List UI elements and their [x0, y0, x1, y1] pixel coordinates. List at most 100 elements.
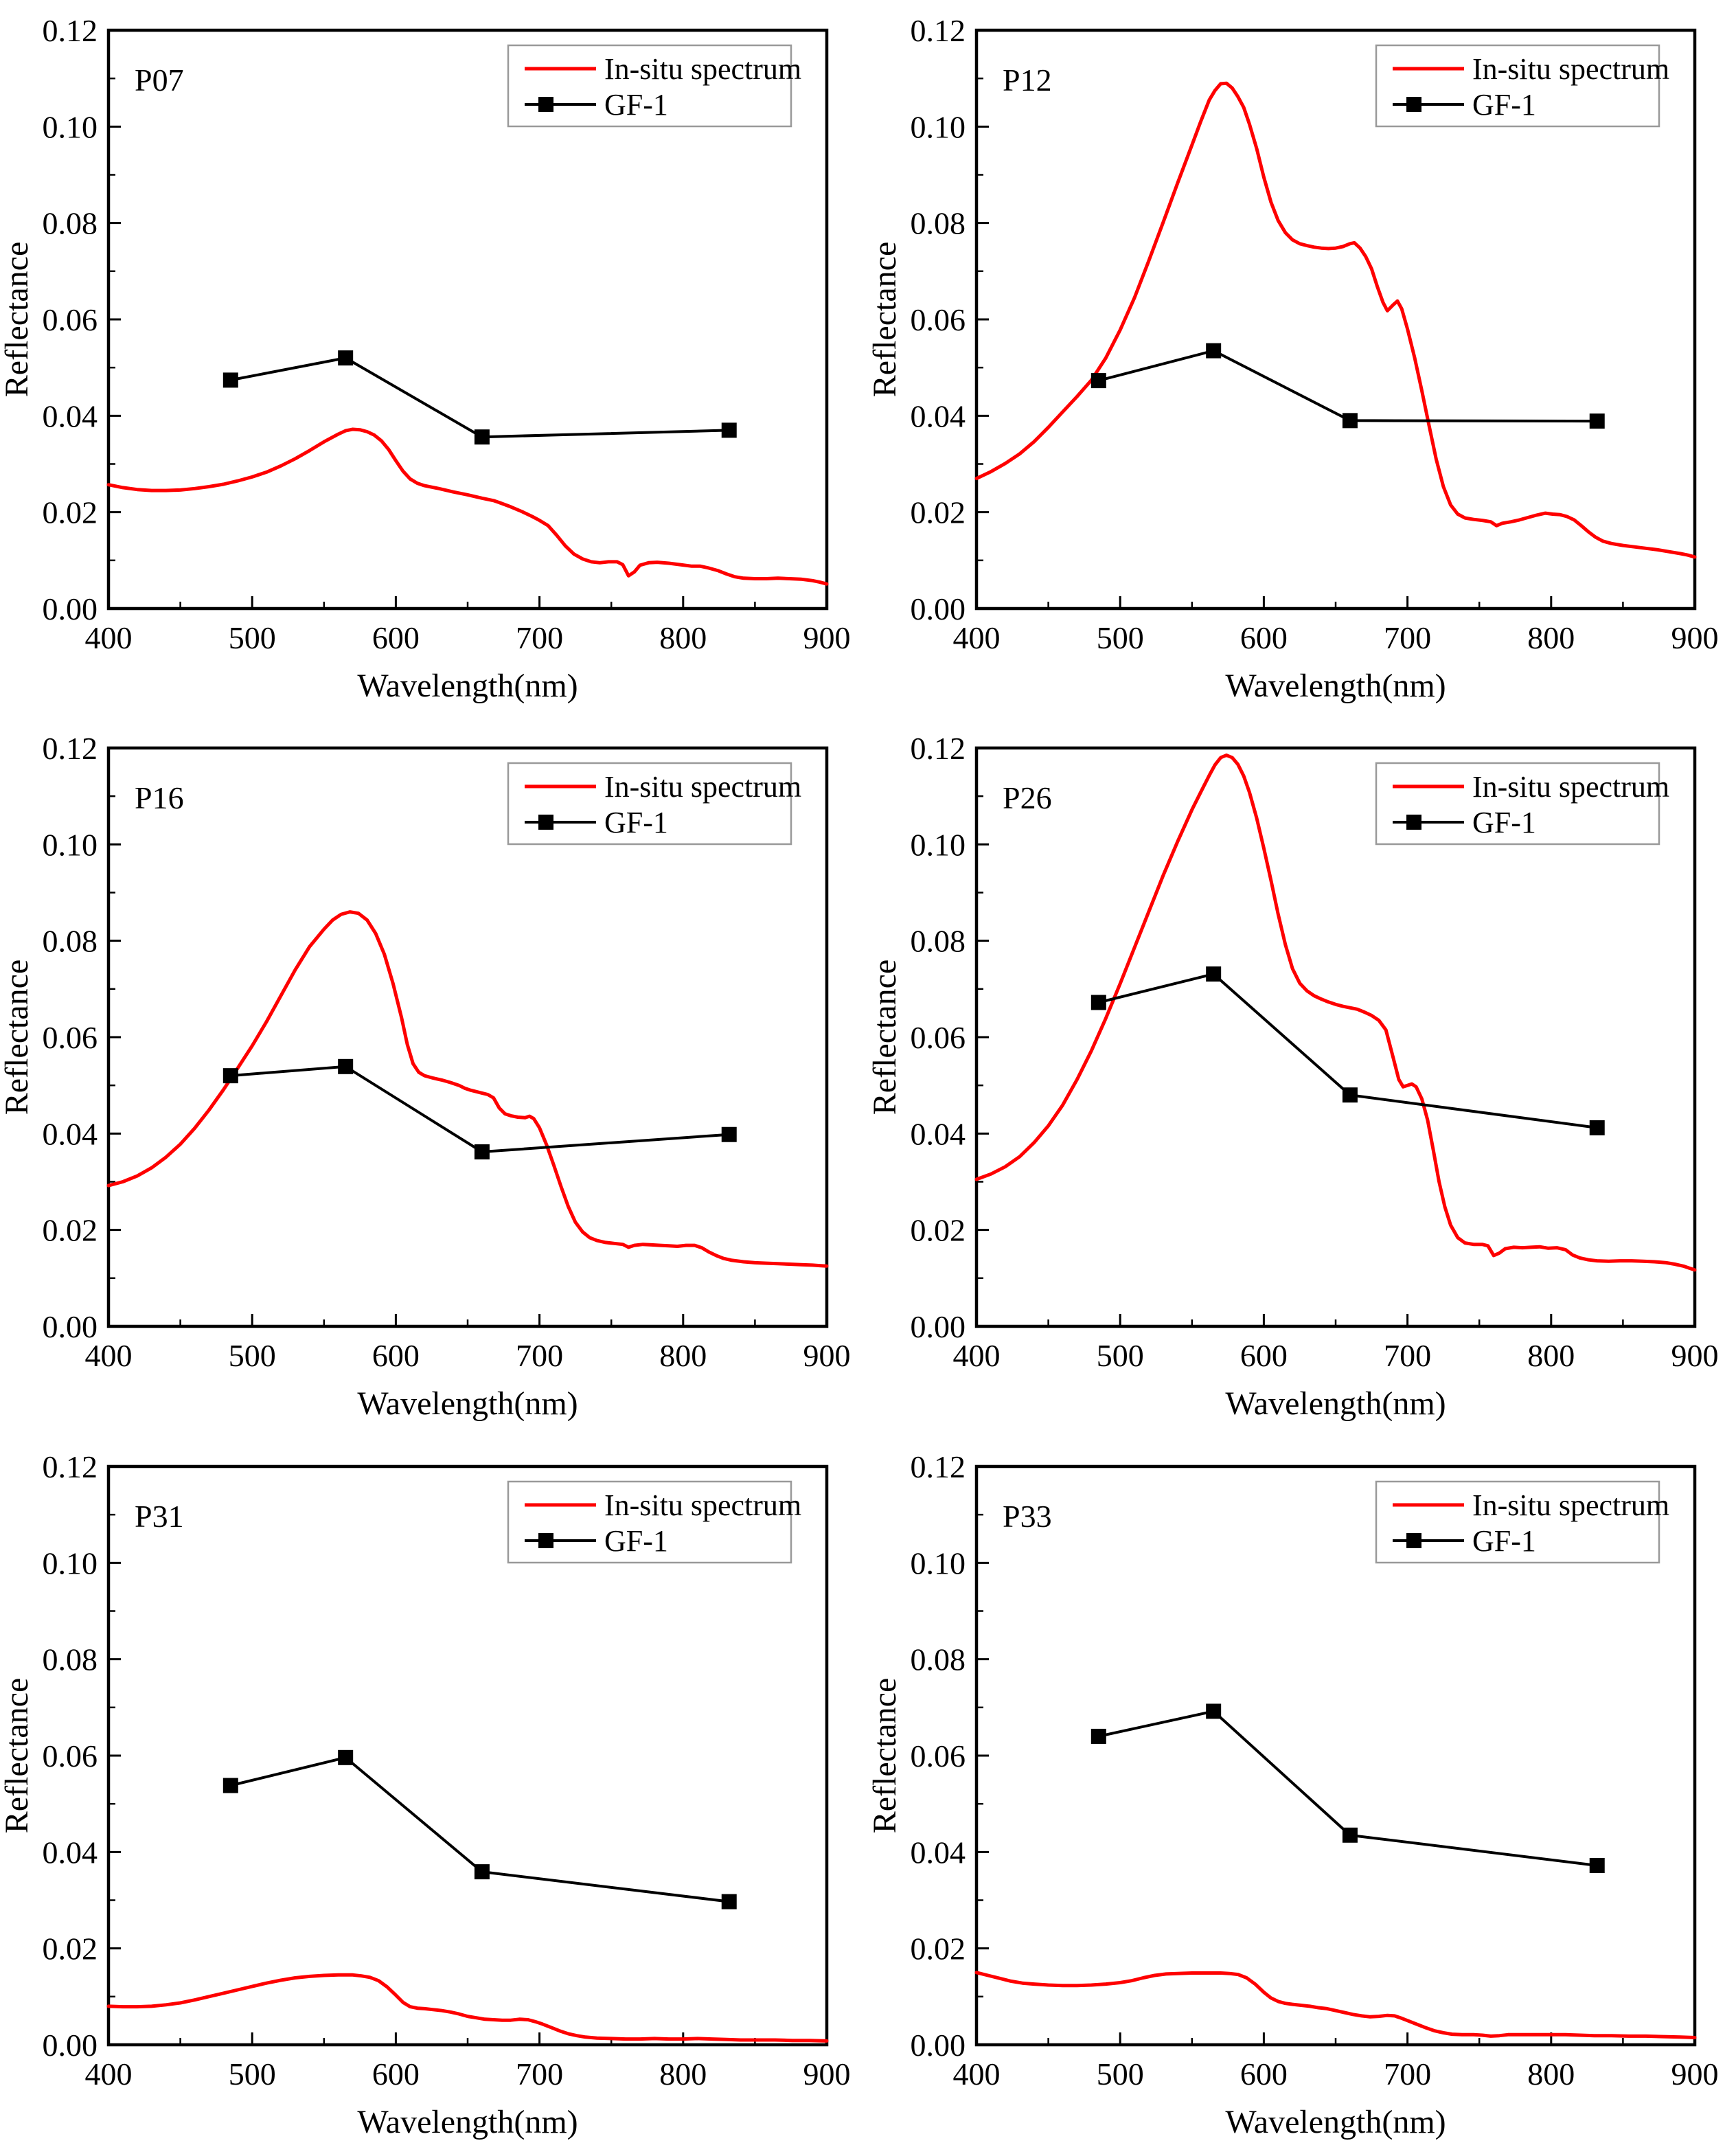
chart-svg-p33: 400 500 600 700 800 900 Wavelength(nm) 0.00 0.02…	[868, 1449, 1719, 2140]
x-tick-label: 600	[372, 620, 420, 655]
x-tick-label: 600	[1240, 2056, 1288, 2091]
gf1-marker	[721, 422, 737, 438]
gf1-marker	[721, 1894, 737, 1909]
x-tick-label: 800	[1527, 620, 1575, 655]
legend-label-in-situ: In-situ spectrum	[604, 52, 801, 86]
y-tick-label: 0.04	[43, 1835, 98, 1870]
x-tick-label: 700	[516, 2056, 563, 2091]
x-tick-label: 700	[516, 620, 563, 655]
x-tick-label: 500	[229, 620, 276, 655]
x-tick-label: 500	[1097, 2056, 1144, 2091]
x-tick-label: 900	[803, 620, 851, 655]
gf1-marker	[474, 1863, 490, 1879]
legend-box	[1375, 44, 1660, 128]
x-tick-label: 600	[372, 1338, 420, 1373]
axes: 400 500 600 700 800 900 Wavelength(nm) 0.00 0.02…	[868, 13, 1719, 704]
x-axis: 400 500 600 700 800 900 Wavelength(nm)	[85, 596, 851, 704]
gf1-line	[230, 1065, 729, 1154]
x-tick-label: 900	[1671, 620, 1719, 655]
y-axis-title: Reflectance	[0, 1677, 35, 1833]
x-axis: 400 500 600 700 800 900 Wavelength(nm)	[953, 1314, 1719, 1422]
y-tick-label: 0.12	[911, 731, 966, 766]
y-tick-label: 0.00	[43, 591, 98, 626]
gf1-marker	[338, 1749, 354, 1765]
y-tick-label: 0.04	[43, 1117, 98, 1152]
y-axis-title: Reflectance	[0, 242, 35, 398]
legend-box	[507, 1480, 792, 1563]
x-axis-title: Wavelength(nm)	[1225, 2104, 1446, 2140]
chart-svg-p31: 400 500 600 700 800 900 Wavelength(nm) 0.00 0.02…	[0, 1449, 851, 2140]
x-tick-label: 500	[1097, 1338, 1144, 1373]
in-situ-spectrum-line	[106, 427, 829, 586]
legend-label-in-situ: In-situ spectrum	[1472, 52, 1669, 86]
panel-label: P16	[135, 780, 184, 815]
y-tick-label: 0.10	[43, 1545, 98, 1580]
y-tick-label: 0.00	[911, 2028, 966, 2063]
legend-box	[507, 44, 792, 128]
gf1-marker	[1206, 1703, 1222, 1719]
legend-gf1-marker-sample	[538, 1532, 553, 1548]
x-axis-title: Wavelength(nm)	[1225, 668, 1446, 704]
axes: 400 500 600 700 800 900 Wavelength(nm) 0.00 0.02…	[868, 731, 1719, 1422]
x-tick-label: 800	[1527, 1338, 1575, 1373]
x-axis: 400 500 600 700 800 900 Wavelength(nm)	[85, 2032, 851, 2140]
y-tick-label: 0.10	[911, 828, 966, 863]
x-tick-label: 500	[229, 1338, 276, 1373]
y-tick-label: 0.04	[43, 398, 98, 433]
gf1-series	[1090, 343, 1605, 429]
legend-gf1-marker-sample	[538, 97, 553, 112]
gf1-marker	[1589, 1120, 1605, 1136]
y-tick-label: 0.02	[911, 1213, 966, 1248]
legend-label-gf1: GF-1	[1472, 806, 1536, 839]
y-axis-title: Reflectance	[868, 1677, 903, 1833]
y-tick-label: 0.08	[43, 206, 98, 241]
gf1-series	[222, 1749, 737, 1909]
chart-panel: 400 500 600 700 800 900 Wavelength(nm) 0.00 0.02…	[0, 718, 868, 1436]
y-axis-title: Reflectance	[868, 960, 903, 1115]
gf1-marker	[721, 1127, 737, 1143]
x-tick-label: 600	[372, 2056, 420, 2091]
gf1-marker	[1090, 1728, 1106, 1744]
x-tick-label: 800	[1527, 2056, 1575, 2091]
x-tick-label: 400	[953, 2056, 1001, 2091]
x-tick-label: 400	[85, 2056, 133, 2091]
y-axis: 0.00 0.02 0.04 0.06 0.08 0.10 0.12 Reflectance	[868, 1449, 989, 2063]
gf1-line	[1098, 973, 1597, 1130]
x-axis-title: Wavelength(nm)	[1225, 1385, 1446, 1422]
y-tick-label: 0.04	[911, 1835, 966, 1870]
in-situ-spectrum-line	[974, 81, 1697, 559]
legend-gf1-marker-sample	[1406, 815, 1421, 830]
x-tick-label: 700	[1384, 2056, 1431, 2091]
x-tick-label: 400	[85, 1338, 133, 1373]
chart-panel: 400 500 600 700 800 900 Wavelength(nm) 0.00 0.02…	[868, 1436, 1736, 2154]
y-tick-label: 0.08	[43, 924, 98, 959]
gf1-marker	[1342, 413, 1358, 429]
gf1-marker	[1206, 343, 1222, 359]
in-situ-spectrum-line	[974, 1970, 1697, 2039]
gf1-marker	[1589, 413, 1605, 429]
chart-svg-p07: 400 500 600 700 800 900 Wavelength(nm) 0.00 0.02…	[0, 13, 851, 704]
axes: 400 500 600 700 800 900 Wavelength(nm) 0.00 0.02…	[0, 731, 851, 1422]
in-situ-spectrum-line	[106, 910, 829, 1269]
gf1-marker	[222, 1778, 238, 1793]
y-tick-label: 0.00	[911, 1309, 966, 1344]
y-axis: 0.00 0.02 0.04 0.06 0.08 0.10 0.12 Reflectance	[0, 731, 121, 1344]
y-tick-label: 0.02	[911, 495, 966, 530]
axes: 400 500 600 700 800 900 Wavelength(nm) 0.00 0.02…	[0, 1449, 851, 2140]
axes: 400 500 600 700 800 900 Wavelength(nm) 0.00 0.02…	[0, 13, 851, 704]
gf1-marker	[1342, 1087, 1358, 1103]
y-tick-label: 0.00	[43, 2028, 98, 2063]
y-tick-label: 0.12	[43, 731, 98, 766]
in-situ-spectrum-line	[106, 1973, 829, 2043]
x-tick-label: 800	[659, 2056, 707, 2091]
y-tick-label: 0.04	[911, 1117, 966, 1152]
gf1-marker	[1090, 995, 1106, 1010]
chart-svg-p12: 400 500 600 700 800 900 Wavelength(nm) 0.00 0.02…	[868, 13, 1719, 704]
legend-label-gf1: GF-1	[1472, 88, 1536, 122]
y-tick-label: 0.10	[911, 109, 966, 144]
x-axis-title: Wavelength(nm)	[357, 1385, 578, 1422]
y-axis: 0.00 0.02 0.04 0.06 0.08 0.10 0.12 Reflectance	[0, 1449, 121, 2063]
